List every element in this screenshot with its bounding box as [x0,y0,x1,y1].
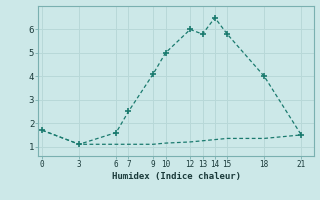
X-axis label: Humidex (Indice chaleur): Humidex (Indice chaleur) [111,172,241,181]
